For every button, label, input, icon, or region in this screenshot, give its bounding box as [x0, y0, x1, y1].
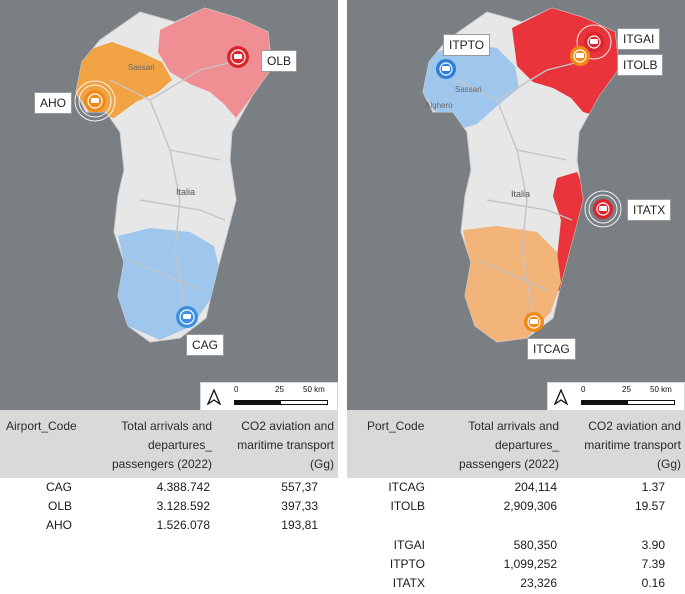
cell-co2: 557,37 — [281, 480, 318, 494]
itpto-label: ITPTO — [443, 34, 491, 56]
itcag-marker[interactable] — [524, 312, 544, 332]
scale-tick-0: 0 — [581, 385, 586, 394]
scale-bar — [234, 400, 328, 405]
table-row: ITATX 23,326 0.16 — [347, 574, 685, 592]
olb-marker[interactable] — [227, 46, 249, 68]
table-header: Airport_Code Total arrivals and departur… — [0, 410, 338, 478]
table-row: ITGAI 580,350 3.90 — [347, 536, 685, 554]
cell-code: AHO — [45, 518, 72, 532]
cell-code: OLB — [47, 499, 72, 513]
city-label-sassari: Sassari — [128, 63, 155, 72]
cell-passengers: 23,326 — [520, 576, 557, 590]
north-arrow-icon — [207, 389, 221, 405]
cell-code: CAG — [45, 480, 72, 494]
olb-catchment-region — [158, 8, 272, 118]
scale-tick-50: 50 km — [303, 385, 325, 394]
scale-tick-25: 25 — [275, 385, 284, 394]
cell-code: ITGAI — [393, 538, 425, 552]
scale-legend: 0 25 50 km — [547, 382, 685, 410]
itolb-label: ITOLB — [617, 54, 664, 76]
cell-passengers: 3.128.592 — [156, 499, 210, 513]
port-table: Port_Code Total arrivals and departures_… — [347, 410, 685, 594]
cell-code: ITPTO — [389, 557, 425, 571]
cell-co2: 3.90 — [641, 538, 665, 552]
cell-code: ITCAG — [388, 480, 425, 494]
cell-co2: 397,33 — [281, 499, 318, 513]
cell-co2: 7.39 — [641, 557, 665, 571]
cell-code: ITATX — [392, 576, 425, 590]
itatx-catchment-region — [553, 172, 587, 292]
itatx-marker[interactable] — [584, 190, 622, 228]
cell-passengers: 1.526.078 — [156, 518, 210, 532]
city-label-sassari: Sassari — [455, 85, 482, 94]
airport-table: Airport_Code Total arrivals and departur… — [0, 410, 338, 594]
header-passengers: Total arrivals and departures_ passenger… — [111, 419, 212, 471]
cag-marker[interactable] — [176, 306, 198, 328]
table-row: ITOLB 2,909,306 19.57 — [347, 497, 685, 515]
header-airport-code: Airport_Code — [6, 419, 77, 433]
scale-bar — [581, 400, 675, 405]
table-row: ITPTO 1,099,252 7.39 — [347, 555, 685, 573]
itatx-label: ITATX — [627, 199, 672, 221]
header-co2: CO2 aviation and maritime transport (Gg) — [237, 419, 334, 471]
table-row: ITCAG 204,114 1.37 — [347, 478, 685, 496]
cell-co2: 193,81 — [281, 518, 318, 532]
country-label: Italia — [511, 189, 530, 199]
table-row: AHO 1.526.078 193,81 — [0, 516, 338, 534]
north-arrow-icon — [554, 389, 568, 405]
cell-code: ITOLB — [390, 499, 425, 513]
city-label-alghero: Alghero — [425, 101, 453, 110]
cag-catchment-region — [116, 228, 220, 340]
cell-passengers: 1,099,252 — [503, 557, 557, 571]
road-network — [109, 59, 241, 311]
itcag-catchment-region — [463, 226, 561, 342]
airport-panel: Italia Sassari OLB AHO CAG — [0, 0, 338, 594]
country-label: Italia — [176, 187, 195, 197]
itgai-marker[interactable] — [576, 24, 612, 60]
cell-passengers: 2,909,306 — [503, 499, 557, 513]
header-passengers: Total arrivals and departures_ passenger… — [458, 419, 559, 471]
aho-label: AHO — [34, 92, 73, 114]
cag-label: CAG — [186, 334, 225, 356]
airport-map[interactable]: Italia Sassari OLB AHO CAG — [0, 0, 338, 410]
table-row: OLB 3.128.592 397,33 — [0, 497, 338, 515]
scale-tick-50: 50 km — [650, 385, 672, 394]
aho-marker[interactable] — [74, 80, 116, 122]
cell-co2: 1.37 — [641, 480, 665, 494]
cell-co2: 0.16 — [641, 576, 665, 590]
port-panel: Italia Sassari Alghero — [347, 0, 685, 594]
itgai-label: ITGAI — [617, 28, 661, 50]
itpto-marker[interactable] — [436, 59, 456, 79]
scale-legend: 0 25 50 km — [200, 382, 338, 410]
table-row: CAG 4.388.742 557,37 — [0, 478, 338, 496]
port-map-svg: Italia Sassari Alghero — [422, 7, 622, 343]
cell-passengers: 580,350 — [513, 538, 557, 552]
port-map[interactable]: Italia Sassari Alghero — [347, 0, 685, 410]
cell-co2: 19.57 — [634, 499, 665, 513]
itolb-marker[interactable] — [570, 46, 590, 66]
cell-passengers: 204,114 — [514, 480, 558, 494]
header-port-code: Port_Code — [367, 419, 425, 433]
itcag-label: ITCAG — [527, 338, 576, 360]
scale-tick-0: 0 — [234, 385, 239, 394]
header-co2: CO2 aviation and maritime transport (Gg) — [584, 419, 681, 471]
table-header: Port_Code Total arrivals and departures_… — [347, 410, 685, 478]
scale-tick-25: 25 — [622, 385, 631, 394]
cell-passengers: 4.388.742 — [156, 480, 210, 494]
olb-label: OLB — [261, 50, 298, 72]
airport-map-svg: Italia Sassari — [74, 7, 273, 343]
